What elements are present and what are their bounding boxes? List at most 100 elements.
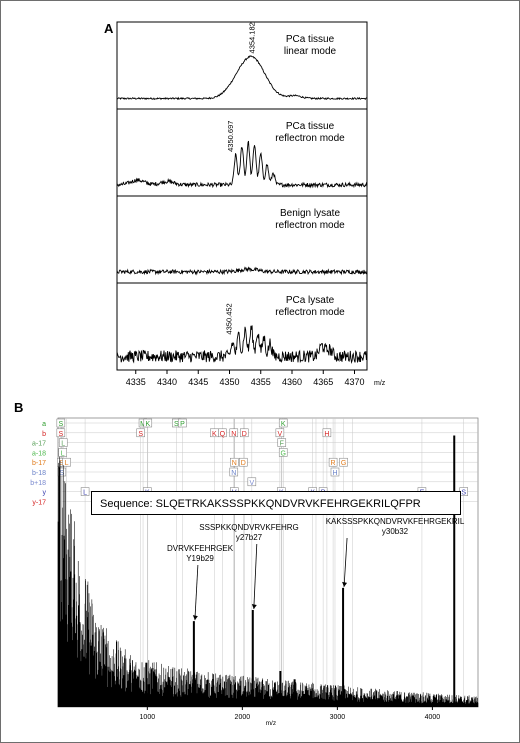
peak-arrow-b-2 <box>343 537 348 587</box>
x-tick-label-a: 4370 <box>344 377 364 387</box>
x-tick-label-a: 4340 <box>157 377 177 387</box>
ion-marker-box <box>328 457 338 467</box>
peak-annotation-a4: 4350.452 <box>224 303 233 334</box>
ion-marker-b-17-L: L <box>65 460 69 467</box>
ion-marker-a-S: S <box>174 421 179 428</box>
ion-marker-b-N: N <box>231 431 236 438</box>
ion-marker-a-17-F: F <box>280 441 284 448</box>
peak-label-b-2-line2: y30b32 <box>382 527 409 536</box>
ion-marker-box <box>239 457 248 467</box>
ion-marker-box <box>143 418 153 428</box>
ion-marker-box <box>278 448 288 457</box>
ion-marker-y-L: L <box>83 490 87 497</box>
ion-marker-box <box>230 457 239 467</box>
sequence-box: Sequence: SLQETRKAKSSSPKKQNDVRVKFEHRGEKR… <box>91 491 461 515</box>
peak-label-b-3-line1: SSSPKKQNDVRVKFEHRG <box>199 523 298 532</box>
ion-marker-b-D: D <box>242 431 247 438</box>
x-tick-label-b: 1000 <box>140 714 156 721</box>
ion-marker-box <box>58 448 68 457</box>
panel-label-a: A <box>104 21 114 36</box>
peak-label-b-4-line1: DVRVKFEHRGEK <box>167 544 234 553</box>
subplot-label-a4-line1: PCa lysate <box>286 295 335 306</box>
x-axis-label-b: m/z <box>266 720 276 727</box>
ion-marker-box <box>247 477 257 487</box>
peak-arrow-b-3 <box>253 543 258 610</box>
spectrum-trace-a1 <box>116 55 368 101</box>
ion-row-label-a: a <box>42 421 46 428</box>
ion-marker-b+18-V: V <box>250 480 255 487</box>
ion-marker-a-K: K <box>281 421 286 428</box>
ion-marker-a-18-L: L <box>61 450 65 457</box>
x-tick-label-a: 4345 <box>188 377 208 387</box>
subplot-label-a2-line1: PCa tissue <box>286 121 335 132</box>
x-tick-label-a: 4335 <box>126 377 146 387</box>
spectrum-trace-b <box>57 456 479 707</box>
ion-marker-a-M: M <box>140 421 146 428</box>
subplot-label-a3-line1: Benign lysate <box>280 208 340 219</box>
ion-marker-box <box>136 428 145 438</box>
ion-marker-b-17-N: N <box>232 460 237 467</box>
ion-row-label-b-17: b-17 <box>32 460 46 467</box>
x-tick-label-a: 4355 <box>251 377 271 387</box>
ion-row-label-a-17: a-17 <box>32 441 46 448</box>
ion-marker-a-P: P <box>180 421 185 428</box>
ion-marker-box <box>229 467 239 477</box>
ion-marker-b-17-R: R <box>331 460 336 467</box>
ion-marker-box <box>330 467 340 477</box>
ion-marker-b-18-H: H <box>332 470 337 477</box>
subplot-label-a1-line1: PCa tissue <box>286 34 335 45</box>
x-tick-label-b: 3000 <box>330 714 346 721</box>
ion-row-label-y-17: y-17 <box>32 499 46 506</box>
spectrum-trace-a3 <box>116 266 368 276</box>
ion-marker-a-K: K <box>145 421 150 428</box>
ion-marker-box <box>56 418 66 428</box>
ion-marker-a-18-G: G <box>280 450 285 457</box>
x-tick-label-b: 4000 <box>425 714 441 721</box>
ion-marker-box <box>62 457 71 467</box>
peak-arrowhead-b-3 <box>251 604 257 610</box>
peak-arrowhead-b-2 <box>342 581 348 587</box>
ion-row-label-y: y <box>43 490 47 497</box>
peak-label-b-2-line1: KAKSSSPKKQNDVRVKFEHRGEKRIL <box>326 517 465 526</box>
ion-marker-b-S: S <box>59 431 64 438</box>
ion-marker-b-17-D: D <box>241 460 246 467</box>
ion-marker-y-S: S <box>461 490 466 497</box>
spectrum-trace-a4 <box>116 325 368 364</box>
peak-arrowhead-b-4 <box>192 615 198 621</box>
ion-marker-box <box>275 428 285 438</box>
ion-marker-b-18-N: N <box>231 470 236 477</box>
ion-marker-box <box>218 428 227 438</box>
ion-marker-box <box>322 428 332 438</box>
ion-marker-b-17-S: S <box>59 460 64 467</box>
ion-marker-b-V: V <box>278 431 283 438</box>
ion-marker-box <box>178 418 187 428</box>
peak-annotation-a2: 4350.697 <box>226 121 235 152</box>
peak-label-b-4-line2: Y19b29 <box>186 554 214 563</box>
ion-marker-box <box>229 428 239 438</box>
x-axis-label-a: m/z <box>374 380 386 387</box>
peak-annotation-a1: 4354.182 <box>248 22 257 53</box>
ion-marker-b-18-S: S <box>59 470 64 477</box>
ion-marker-box <box>58 438 68 447</box>
x-tick-label-a: 4365 <box>313 377 333 387</box>
peak-arrow-b-4 <box>194 564 199 621</box>
ion-marker-b-17-G: G <box>341 460 346 467</box>
panel-label-b: B <box>14 400 23 415</box>
subplot-label-a1-line2: linear mode <box>284 46 337 57</box>
subplot-label-a2-line2: reflectron mode <box>275 133 345 144</box>
ion-marker-box <box>80 487 90 496</box>
ion-marker-box <box>277 438 287 447</box>
ion-marker-a-S: S <box>59 421 64 428</box>
ion-marker-b-Q: Q <box>220 431 226 438</box>
ion-marker-box <box>239 428 249 438</box>
spectrum-trace-a2 <box>116 140 368 189</box>
ion-row-label-b-18: b-18 <box>32 470 46 477</box>
ion-marker-box <box>339 457 348 467</box>
x-tick-label-b: 2000 <box>235 714 251 721</box>
peak-label-b-3-line2: y27b27 <box>236 533 263 542</box>
x-tick-label-a: 4350 <box>219 377 239 387</box>
ion-marker-b-H: H <box>324 431 329 438</box>
ion-row-label-a-18: a-18 <box>32 450 46 457</box>
subplot-label-a4-line2: reflectron mode <box>275 307 345 318</box>
